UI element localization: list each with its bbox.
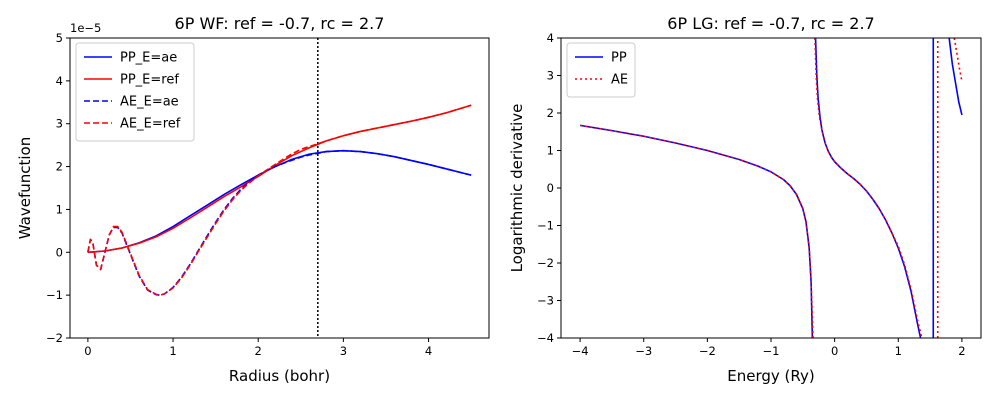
wf-y-tick-label: 2	[56, 160, 63, 174]
wf-x-tick-label: 0	[84, 344, 91, 358]
wf-series-line-pp-e-ref	[87, 104, 472, 254]
wf-legend-label: AE_E=ref	[120, 117, 181, 132]
lg-series-layer	[579, 38, 963, 338]
wf-series-line-ae-e-ref	[87, 104, 472, 296]
wf-x-axis: 0 1 2 3 4	[84, 338, 432, 358]
lg-y-tick-label: 0	[547, 181, 554, 195]
lg-y-tick-label: −1	[537, 219, 554, 233]
lg-x-tick-label: −1	[763, 344, 780, 358]
wf-y-tick-label: −2	[46, 331, 63, 345]
wf-y-tick-label: 3	[56, 117, 63, 131]
lg-legend-label: PP	[611, 51, 627, 66]
wf-x-tick-label: 3	[340, 344, 347, 358]
lg-x-tick-label: −4	[572, 344, 589, 358]
wf-plot-frame	[69, 37, 490, 339]
lg-legend: PP AE	[566, 42, 636, 98]
wf-y-tick-label: 5	[56, 31, 63, 45]
lg-y-tick-label: 4	[547, 31, 554, 45]
lg-y-tick-label: −3	[537, 294, 554, 308]
wf-y-axis-label: Wavefunction	[16, 137, 34, 239]
lg-series-line-pp	[579, 124, 814, 338]
wf-legend-box	[75, 42, 195, 142]
lg-x-tick-label: 2	[958, 344, 965, 358]
lg-y-axis: −4 −3 −2 −1 0 1 2 3 4	[537, 31, 561, 345]
lg-series-line-ae	[953, 38, 963, 82]
wf-series-line-ae-e-ae	[87, 149, 472, 296]
lg-y-tick-label: 1	[547, 144, 554, 158]
wf-chart-title: 6P WF: ref = -0.7, rc = 2.7	[175, 14, 385, 33]
lg-x-tick-label: −3	[635, 344, 652, 358]
wf-y-tick-label: 4	[56, 74, 63, 88]
wf-legend-label: PP_E=ref	[120, 73, 179, 88]
lg-y-tick-label: 3	[547, 69, 554, 83]
lg-series-line-pp	[814, 38, 922, 338]
lg-y-axis-label: Logarithmic derivative	[508, 104, 526, 273]
lg-series-line-ae	[814, 38, 923, 338]
wf-y-offset-label: 1e−5	[70, 21, 101, 35]
lg-y-tick-label: −4	[537, 331, 554, 345]
wavefunction-chart: 6P WF: ref = -0.7, rc = 2.7 1e−5 0 1 2 3 4 −…	[16, 14, 490, 385]
lg-y-tick-label: −2	[537, 256, 554, 270]
wf-y-tick-label: 0	[56, 245, 63, 259]
lg-x-tick-label: 0	[831, 344, 838, 358]
wf-x-axis-label: Radius (bohr)	[229, 367, 330, 385]
wf-y-tick-label: −1	[46, 288, 63, 302]
wf-series-line-pp-e-ae	[87, 149, 472, 254]
lg-x-axis-label: Energy (Ry)	[727, 367, 814, 385]
lg-legend-label: AE	[611, 73, 628, 88]
lg-x-tick-label: −2	[699, 344, 716, 358]
wf-legend-label: AE_E=ae	[120, 95, 179, 110]
lg-y-tick-label: 2	[547, 106, 554, 120]
lg-chart-title: 6P LG: ref = -0.7, rc = 2.7	[667, 14, 874, 33]
wf-legend: PP_E=ae PP_E=ref AE_E=ae AE_E=ref	[75, 42, 195, 142]
wf-y-axis: −2 −1 0 1 2 3 4 5	[46, 31, 70, 345]
wf-legend-label: PP_E=ae	[120, 51, 177, 66]
lg-x-axis: −4 −3 −2 −1 0 1 2	[572, 338, 966, 358]
wf-series-layer	[87, 38, 472, 338]
wf-x-tick-label: 2	[255, 344, 262, 358]
wf-y-tick-label: 1	[56, 202, 63, 216]
lg-series-line-pp	[948, 38, 963, 116]
log-derivative-chart: 6P LG: ref = -0.7, rc = 2.7 −4 −3 −2 −1 0 1 2 …	[508, 14, 982, 385]
wf-x-tick-label: 4	[425, 344, 432, 358]
lg-x-tick-label: 1	[895, 344, 902, 358]
lg-series-line-ae	[579, 124, 814, 338]
wf-x-tick-label: 1	[169, 344, 176, 358]
